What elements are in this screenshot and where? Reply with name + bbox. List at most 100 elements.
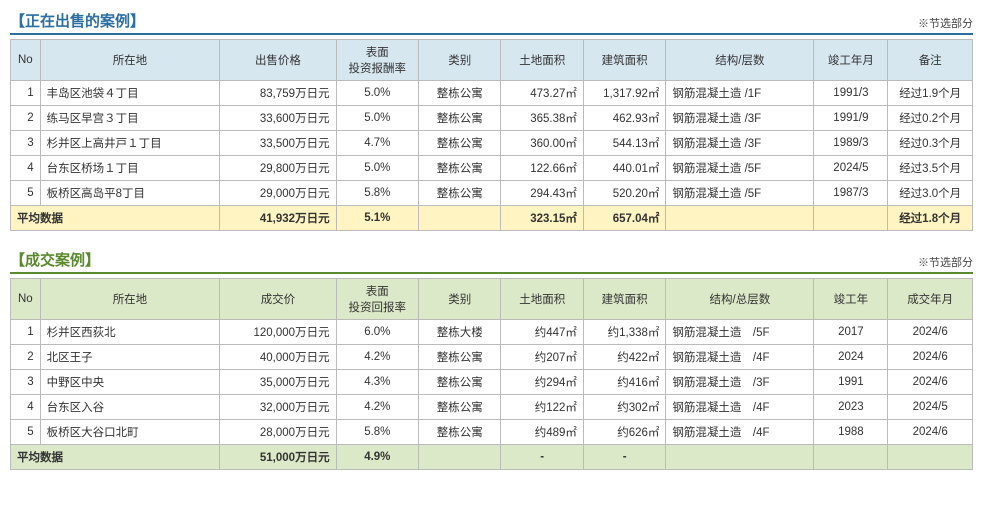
avg-cell: 657.04㎡ (583, 206, 665, 231)
cell: 2 (11, 345, 41, 370)
cell: 约447㎡ (501, 320, 583, 345)
cell: 462.93㎡ (583, 106, 665, 131)
sold-col-header: 建筑面积 (583, 279, 665, 320)
cell: 5 (11, 181, 41, 206)
cell: 丰岛区池袋４丁目 (40, 81, 220, 106)
cell: 钢筋混凝土造 /3F (666, 131, 814, 156)
cell: 钢筋混凝土造 /5F (666, 181, 814, 206)
cell: 2024/6 (888, 320, 973, 345)
cell: 1991 (814, 370, 888, 395)
cell: 473.27㎡ (501, 81, 583, 106)
cell: 约207㎡ (501, 345, 583, 370)
cell: 钢筋混凝土造 /4F (666, 345, 814, 370)
cell: 1989/3 (814, 131, 888, 156)
selling-col-header: 所在地 (40, 40, 220, 81)
cell: 83,759万日元 (220, 81, 336, 106)
cell: 整栋大楼 (419, 320, 501, 345)
cell: 5.0% (336, 156, 418, 181)
avg-cell: 51,000万日元 (220, 445, 336, 470)
avg-cell: 4.9% (336, 445, 418, 470)
cell: 1991/3 (814, 81, 888, 106)
cell: 4.7% (336, 131, 418, 156)
cell: 35,000万日元 (220, 370, 336, 395)
selling-table: No所在地出售价格表面投资报酬率类别土地面积建筑面积结构/层数竣工年月备注1丰岛… (10, 39, 973, 231)
avg-cell (814, 206, 888, 231)
cell: 2024 (814, 345, 888, 370)
cell: 约1,338㎡ (583, 320, 665, 345)
avg-cell: 平均数据 (11, 445, 220, 470)
cell: 360.00㎡ (501, 131, 583, 156)
cell: 3 (11, 370, 41, 395)
table-row: 4台东区入谷32,000万日元4.2%整栋公寓约122㎡约302㎡钢筋混凝土造 … (11, 395, 973, 420)
selling-col-header: 出售价格 (220, 40, 336, 81)
cell: 2024/6 (888, 420, 973, 445)
cell: 1988 (814, 420, 888, 445)
cell: 杉并区西荻北 (40, 320, 220, 345)
table-row: 2练马区早宫３丁目33,600万日元5.0%整栋公寓365.38㎡462.93㎡… (11, 106, 973, 131)
selling-section-note: ※节选部分 (918, 15, 973, 31)
avg-cell (814, 445, 888, 470)
cell: 33,600万日元 (220, 106, 336, 131)
cell: 约122㎡ (501, 395, 583, 420)
selling-section-title: 【正在出售的案例】 (10, 10, 145, 31)
table-row: 1丰岛区池袋４丁目83,759万日元5.0%整栋公寓473.27㎡1,317.9… (11, 81, 973, 106)
cell: 33,500万日元 (220, 131, 336, 156)
cell: 钢筋混凝土造 /4F (666, 420, 814, 445)
cell: 整栋公寓 (419, 106, 501, 131)
cell: 整栋公寓 (419, 395, 501, 420)
selling-section-head: 【正在出售的案例】 ※节选部分 (10, 10, 973, 35)
cell: 钢筋混凝土造 /5F (666, 320, 814, 345)
sold-col-header: No (11, 279, 41, 320)
cell: 约626㎡ (583, 420, 665, 445)
table-row: 4台东区桥场１丁目29,800万日元5.0%整栋公寓122.66㎡440.01㎡… (11, 156, 973, 181)
cell: 2024/6 (888, 345, 973, 370)
cell: 544.13㎡ (583, 131, 665, 156)
cell: 5.0% (336, 106, 418, 131)
cell: 1 (11, 320, 41, 345)
table-row: 3中野区中央35,000万日元4.3%整栋公寓约294㎡约416㎡钢筋混凝土造 … (11, 370, 973, 395)
cell: 钢筋混凝土造 /3F (666, 106, 814, 131)
avg-cell: 5.1% (336, 206, 418, 231)
sold-col-header: 成交价 (220, 279, 336, 320)
cell: 122.66㎡ (501, 156, 583, 181)
cell: 整栋公寓 (419, 370, 501, 395)
avg-cell (419, 445, 501, 470)
cell: 40,000万日元 (220, 345, 336, 370)
cell: 杉并区上高井戸１丁目 (40, 131, 220, 156)
avg-cell: 323.15㎡ (501, 206, 583, 231)
selling-col-header: No (11, 40, 41, 81)
cell: 440.01㎡ (583, 156, 665, 181)
cell: 29,800万日元 (220, 156, 336, 181)
cell: 台东区入谷 (40, 395, 220, 420)
sold-section-head: 【成交案例】 ※节选部分 (10, 249, 973, 274)
cell: 5 (11, 420, 41, 445)
cell: 2 (11, 106, 41, 131)
avg-cell (888, 445, 973, 470)
cell: 2024/6 (888, 370, 973, 395)
cell: 365.38㎡ (501, 106, 583, 131)
cell: 1987/3 (814, 181, 888, 206)
cell: 2024/5 (888, 395, 973, 420)
cell: 6.0% (336, 320, 418, 345)
cell: 板桥区高岛平8丁目 (40, 181, 220, 206)
avg-cell: - (583, 445, 665, 470)
sold-section-note: ※节选部分 (918, 254, 973, 270)
sold-col-header: 表面投资回报率 (336, 279, 418, 320)
cell: 5.8% (336, 181, 418, 206)
cell: 4 (11, 395, 41, 420)
sold-col-header: 类别 (419, 279, 501, 320)
cell: 约294㎡ (501, 370, 583, 395)
cell: 120,000万日元 (220, 320, 336, 345)
cell: 钢筋混凝土造 /5F (666, 156, 814, 181)
cell: 整栋公寓 (419, 156, 501, 181)
cell: 中野区中央 (40, 370, 220, 395)
sold-section-title: 【成交案例】 (10, 249, 100, 270)
cell: 约489㎡ (501, 420, 583, 445)
cell: 294.43㎡ (501, 181, 583, 206)
table-row: 5板桥区大谷口北町28,000万日元5.8%整栋公寓约489㎡约626㎡钢筋混凝… (11, 420, 973, 445)
selling-col-header: 结构/层数 (666, 40, 814, 81)
cell: 约416㎡ (583, 370, 665, 395)
selling-avg-row: 平均数据41,932万日元5.1%323.15㎡657.04㎡经过1.8个月 (11, 206, 973, 231)
cell: 练马区早宫３丁目 (40, 106, 220, 131)
avg-cell (419, 206, 501, 231)
